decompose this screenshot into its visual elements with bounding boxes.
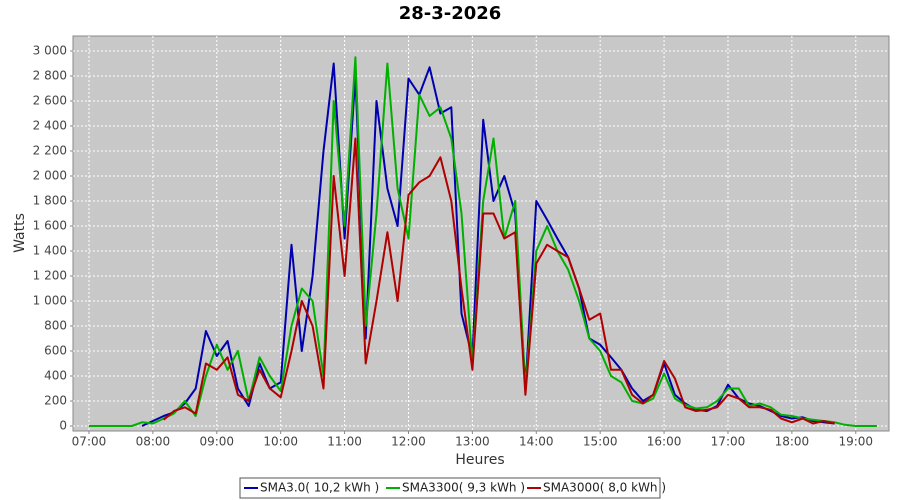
x-axis-label: Heures [455, 452, 504, 468]
series-line [141, 62, 835, 427]
x-tick-label: 11:00 [327, 435, 362, 449]
series-line [163, 137, 835, 425]
y-tick-label: 2 800 [33, 69, 67, 83]
x-tick-label: 18:00 [775, 435, 810, 449]
x-tick-label: 08:00 [136, 435, 171, 449]
y-tick-label: 600 [44, 344, 67, 358]
x-tick-label: 09:00 [199, 435, 234, 449]
legend-label: SMA3300( 9,3 kWh ) [402, 481, 525, 495]
y-tick-label: 2 200 [33, 144, 67, 158]
y-tick-label: 2 000 [33, 169, 67, 183]
y-tick-label: 1 600 [33, 219, 67, 233]
y-tick-label: 1 800 [33, 194, 67, 208]
x-tick-label: 13:00 [455, 435, 490, 449]
y-tick-label: 3 000 [33, 44, 67, 58]
x-tick-label: 15:00 [583, 435, 618, 449]
series-line [89, 56, 877, 427]
y-tick-label: 1 400 [33, 244, 67, 258]
x-tick-label: 07:00 [72, 435, 107, 449]
y-axis-label: Watts [12, 213, 28, 253]
y-tick-label: 2 600 [33, 94, 67, 108]
legend-label: SMA3000( 8,0 kWh ) [543, 481, 666, 495]
x-tick-label: 12:00 [391, 435, 426, 449]
x-tick-label: 10:00 [263, 435, 298, 449]
legend [239, 477, 661, 499]
y-tick-label: 1 000 [33, 294, 67, 308]
x-tick-label: 19:00 [838, 435, 873, 449]
x-tick-label: 14:00 [519, 435, 554, 449]
y-tick-label: 2 400 [33, 119, 67, 133]
y-tick-label: 800 [44, 319, 67, 333]
y-tick-label: 400 [44, 369, 67, 383]
y-tick-label: 200 [44, 394, 67, 408]
y-tick-label: 0 [59, 419, 67, 433]
x-tick-label: 17:00 [711, 435, 746, 449]
legend-label: SMA3.0( 10,2 kWh ) [260, 481, 379, 495]
y-tick-label: 1 200 [33, 269, 67, 283]
chart-title: 28-3-2026 [399, 3, 502, 24]
x-tick-label: 16:00 [647, 435, 682, 449]
